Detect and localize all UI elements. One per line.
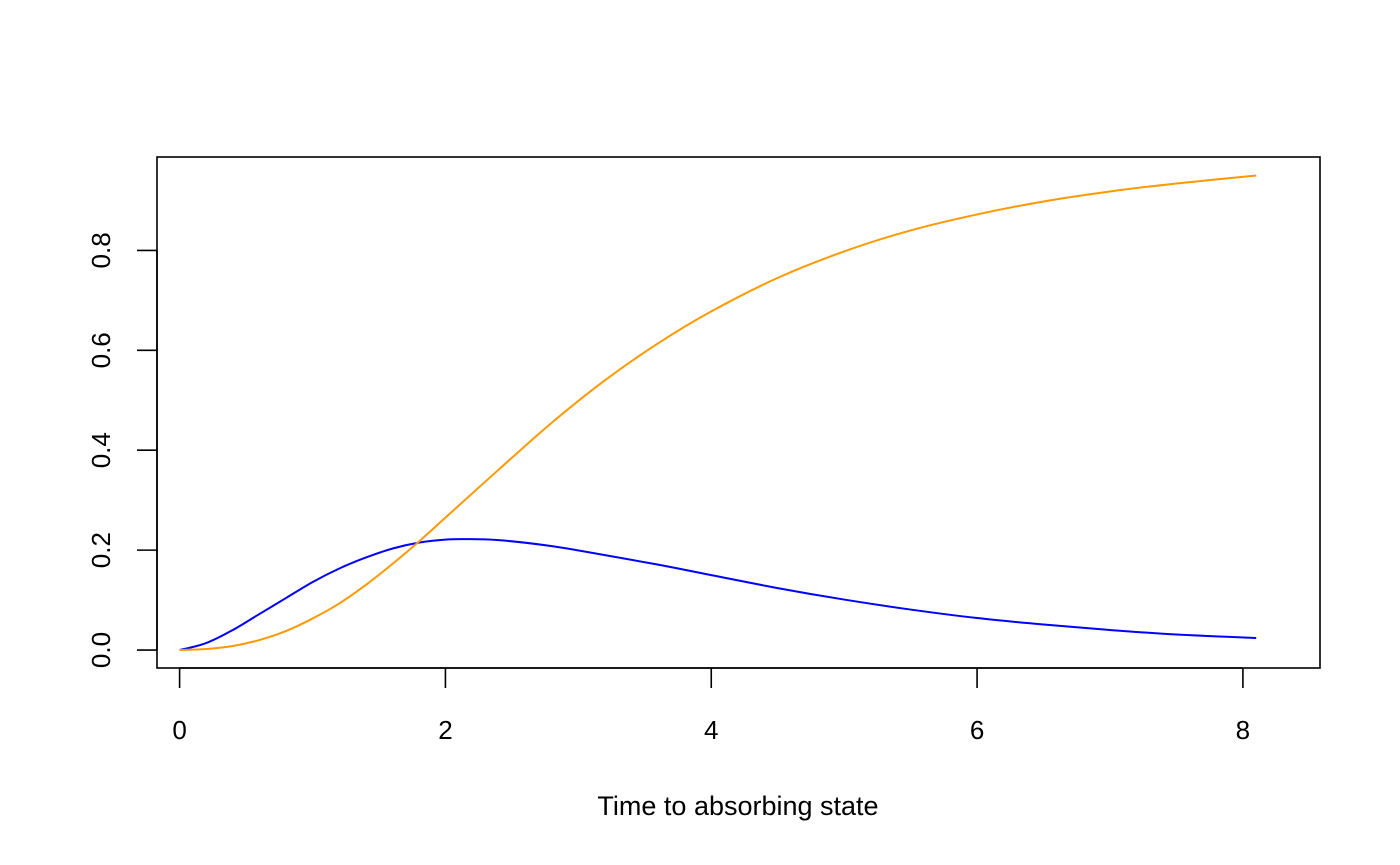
series-line-1 <box>179 538 1257 651</box>
x-tick-label: 2 <box>438 715 452 745</box>
y-tick-label: 0.2 <box>86 532 116 568</box>
series-line-2 <box>179 174 1257 652</box>
plot-frame <box>156 156 1321 669</box>
y-tick-label: 0.0 <box>86 632 116 668</box>
x-tick-label: 6 <box>970 715 984 745</box>
x-tick-label: 4 <box>704 715 718 745</box>
series-layer <box>179 174 1257 652</box>
y-axis: 0.0 0.2 0.4 0.6 0.8 <box>86 232 158 668</box>
y-tick-label: 0.6 <box>86 332 116 368</box>
x-axis-title: Time to absorbing state <box>597 791 878 821</box>
x-axis: 0 2 4 6 8 <box>172 667 1250 745</box>
y-tick-label: 0.4 <box>86 432 116 468</box>
x-tick-label: 8 <box>1236 715 1250 745</box>
y-tick-label: 0.8 <box>86 232 116 268</box>
x-tick-label: 0 <box>172 715 186 745</box>
